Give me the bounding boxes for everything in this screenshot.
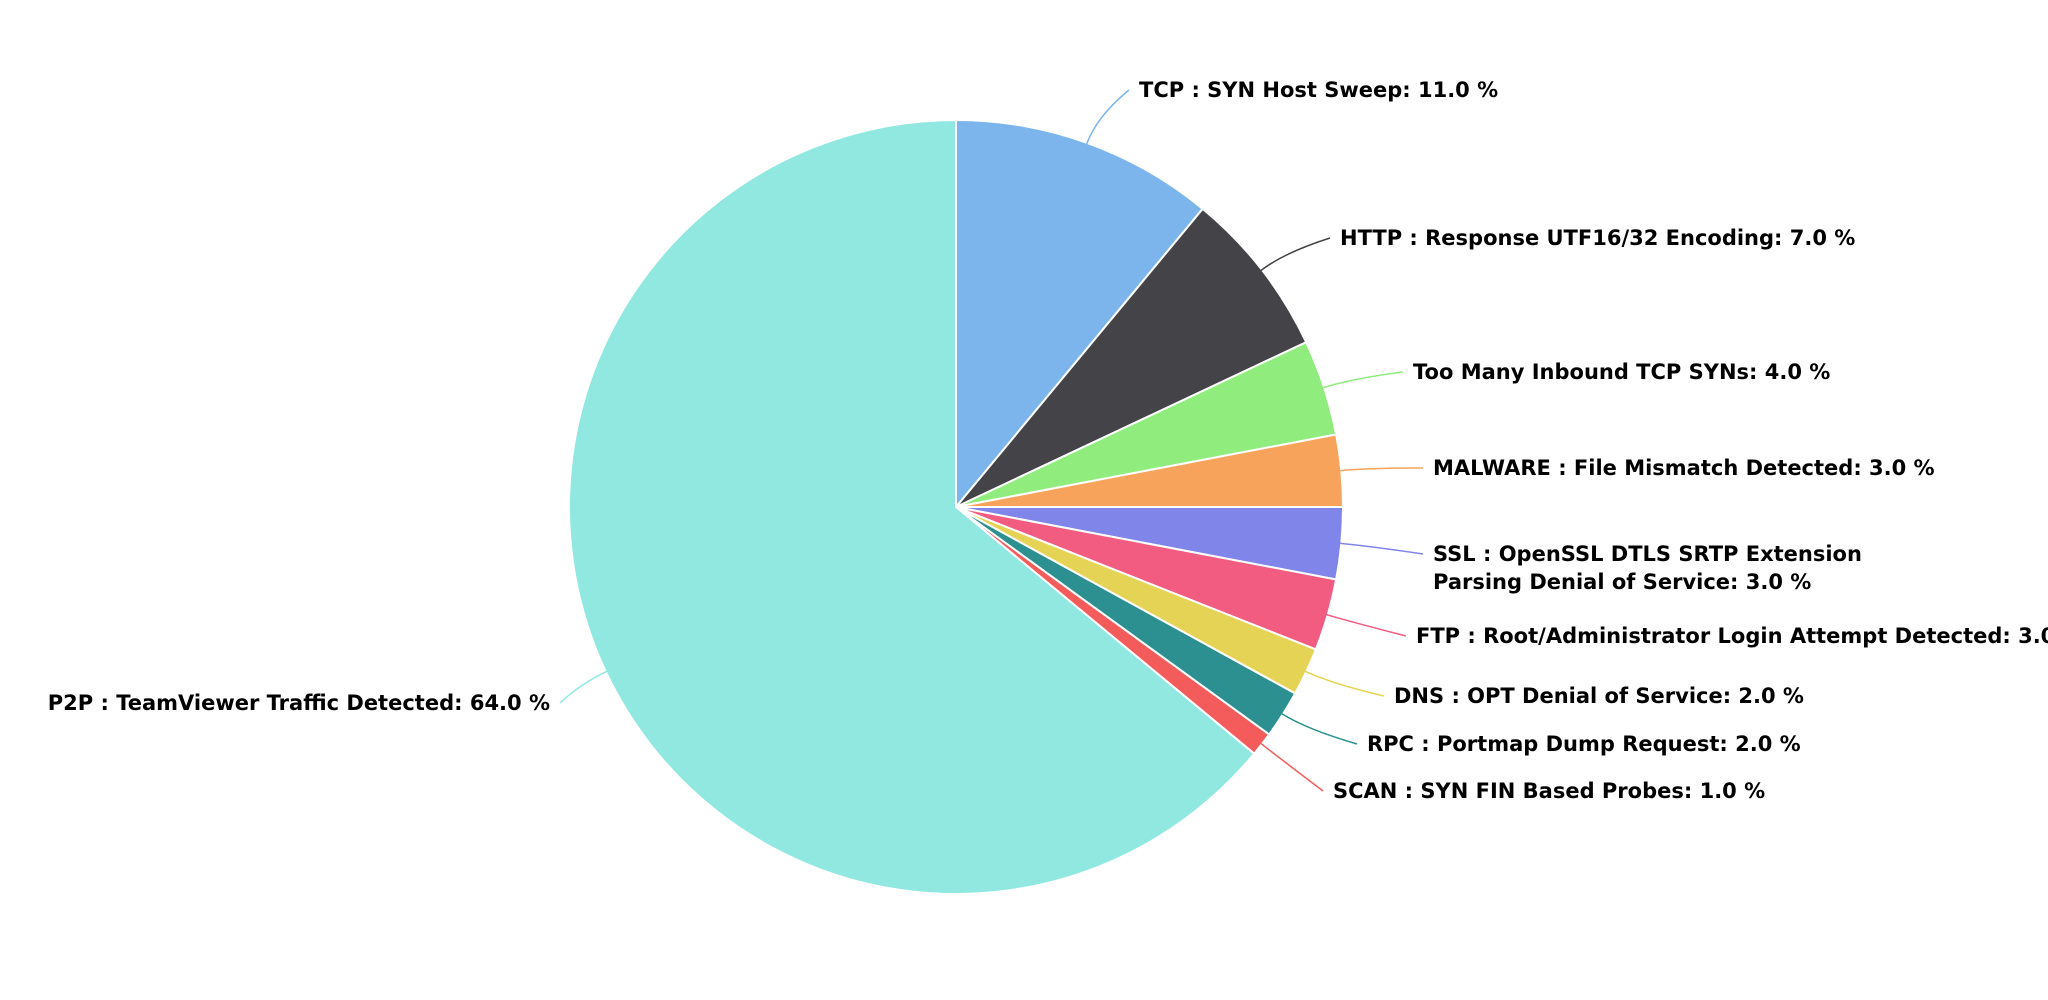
- label-name: FTP : Root/Administrator Login Attempt D…: [1416, 624, 2011, 648]
- label-name: TCP : SYN Host Sweep:: [1139, 78, 1411, 102]
- label-value: 3.0 %: [1745, 570, 1812, 594]
- label-value: 3.0 %: [2018, 624, 2048, 648]
- data-label: HTTP : Response UTF16/32 Encoding: 7.0 %: [1340, 224, 1855, 252]
- label-value: 64.0 %: [469, 691, 550, 715]
- label-name: SSL : OpenSSL DTLS SRTP Extension Parsin…: [1433, 542, 1862, 594]
- label-value: 4.0 %: [1764, 360, 1831, 384]
- data-label: DNS : OPT Denial of Service: 2.0 %: [1394, 682, 1804, 710]
- leader-line: [1304, 670, 1385, 697]
- leader-line: [1259, 742, 1324, 792]
- label-name: P2P : TeamViewer Traffic Detected:: [47, 691, 463, 715]
- leader-line: [1280, 712, 1358, 745]
- data-label: FTP : Root/Administrator Login Attempt D…: [1416, 622, 2048, 650]
- label-value: 11.0 %: [1417, 78, 1499, 102]
- data-label: SSL : OpenSSL DTLS SRTP Extension Parsin…: [1433, 540, 1953, 596]
- label-name: DNS : OPT Denial of Service:: [1394, 684, 1732, 708]
- label-value: 2.0 %: [1735, 732, 1801, 756]
- leader-line: [1085, 89, 1130, 146]
- data-label: TCP : SYN Host Sweep: 11.0 %: [1139, 76, 1498, 104]
- leader-line: [1321, 371, 1404, 389]
- leader-line: [1325, 613, 1407, 637]
- label-name: Too Many Inbound TCP SYNs:: [1413, 360, 1758, 384]
- leader-line: [1259, 237, 1331, 272]
- label-value: 3.0 %: [1869, 456, 1935, 480]
- data-label: P2P : TeamViewer Traffic Detected: 64.0 …: [48, 689, 550, 717]
- leader-line: [1339, 467, 1424, 472]
- leader-line: [559, 670, 608, 704]
- label-value: 2.0 %: [1738, 684, 1804, 708]
- data-label: RPC : Portmap Dump Request: 2.0 %: [1367, 730, 1801, 758]
- label-name: RPC : Portmap Dump Request:: [1367, 732, 1728, 756]
- label-name: MALWARE : File Mismatch Detected:: [1433, 456, 1862, 480]
- data-label: SCAN : SYN FIN Based Probes: 1.0 %: [1333, 777, 1765, 805]
- label-name: SCAN : SYN FIN Based Probes:: [1333, 779, 1693, 803]
- label-value: 1.0 %: [1699, 779, 1766, 803]
- label-value: 7.0 %: [1789, 226, 1856, 250]
- label-name: HTTP : Response UTF16/32 Encoding:: [1340, 226, 1783, 250]
- data-label: MALWARE : File Mismatch Detected: 3.0 %: [1433, 454, 1935, 482]
- data-label: Too Many Inbound TCP SYNs: 4.0 %: [1413, 358, 1830, 386]
- leader-line: [1339, 542, 1424, 555]
